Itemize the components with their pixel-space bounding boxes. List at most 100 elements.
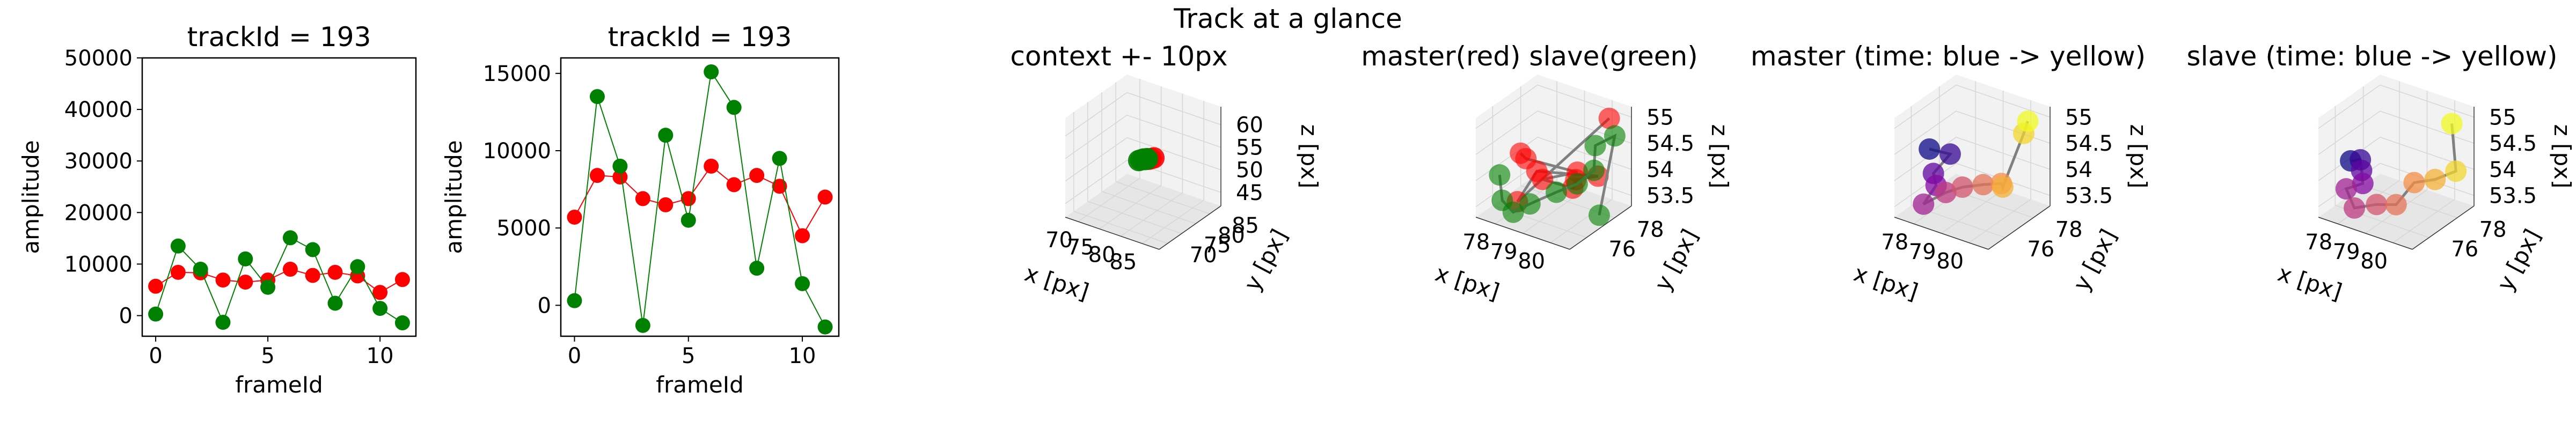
z-tick-label: 60 [1236,113,1263,138]
slave-point [1545,181,1567,203]
z-tick-label: 55 [2489,105,2516,130]
master-point [1939,143,1961,165]
data-point [795,276,810,291]
slave-point [1583,159,1605,181]
slave-point [1489,164,1511,186]
slave-point [1566,173,1588,195]
series-line [155,237,403,324]
y-tick-label: 50000 [64,46,133,71]
data-point [704,158,719,174]
z-tick-label: 53.5 [2489,184,2537,209]
z-tick-label: 55 [1236,136,1263,160]
grid-line [2334,106,2429,238]
x-axis-line [1894,217,1989,250]
data-point [589,89,605,105]
y-tick-label: 78 [1637,217,1664,242]
data-point [372,285,388,300]
data-point [215,272,231,288]
data-point [589,168,605,183]
slave-point [2344,197,2366,219]
y-tick-label: 78 [2055,217,2083,242]
y-tick-label: 76 [2451,237,2478,262]
data-point [612,169,628,185]
data-point [305,242,320,257]
data-point [394,272,410,287]
data-point [170,264,186,280]
data-point [238,251,253,267]
data-layer [2335,113,2467,219]
data-point [704,64,719,79]
slave-point [1588,204,1610,226]
y-axis-line [1159,205,1221,250]
slave-point [2445,160,2467,182]
y-tick-label: 0 [538,293,551,318]
data-point [282,230,298,246]
grid-line [1475,110,1632,155]
z-tick-label: 55 [2065,105,2092,130]
data-point [372,301,388,316]
data-point [327,295,343,311]
z-tick-label: 53.5 [1646,184,1694,209]
y-axis-line [1988,205,2051,250]
x-tick-label: 80 [1936,249,1964,273]
line-chart-1: trackId = 193 0 5 10 0 10000 20000 30000 40000 50… [18,21,417,398]
x-tick-label: 79 [2333,240,2360,264]
back-pane [1127,75,1221,206]
data-point [658,128,674,143]
master-point [2017,110,2039,132]
y-tick-label: 70 [1190,243,1217,268]
z-tick-label: 54 [2065,158,2092,182]
data-point [749,168,765,183]
data-point [795,228,810,243]
x-tick-label: 0 [568,344,581,368]
x-axis-line [1065,217,1160,250]
x-tick-label: 70 [1045,228,1073,253]
plot-frame [141,57,417,337]
x-tick-label: 78 [1881,230,1908,255]
series-2 [148,230,410,331]
data-point [680,212,696,228]
series-line [574,70,826,328]
data-point [282,262,298,277]
slave-point [2424,168,2446,190]
y-tick-label: 10000 [64,252,133,277]
master-point [1992,176,2014,198]
x-axis-label: frameId [656,372,744,398]
grid-line [1087,102,1182,234]
grid-line [1911,106,2006,238]
slave-point [2366,194,2388,216]
grid-line [2318,84,2475,129]
z-axis-label: z [px] [2125,124,2151,189]
x-tick-label: 10 [367,344,394,368]
series-1 [567,158,833,243]
grid-line [2318,110,2475,155]
grid-line [2365,91,2428,234]
plot-frame [560,57,840,337]
data-point [260,279,276,295]
data-point [817,319,833,335]
x-axis-label: x [px] [1432,260,1503,305]
z-tick-label: 53.5 [2065,184,2113,209]
data-point [772,179,787,194]
z-tick-label: 54 [2489,158,2516,182]
z-tick-label: 54.5 [1646,131,1694,156]
x-tick-label: 85 [1109,250,1137,275]
y-axis-label: amplitude [18,140,44,254]
x-tick-label: 10 [789,344,816,368]
grid-line [1475,84,1632,129]
data-point [772,151,787,166]
data-point [305,268,320,283]
grid-line [1894,84,2051,129]
data-point [658,197,674,212]
grid-line [1065,159,1221,204]
slave-point [2352,173,2374,195]
data-point [817,189,833,205]
grid-line [1073,112,1168,244]
y-tick-label: 85 [1232,213,1259,238]
data-point [215,315,231,330]
z-axis-label: z [px] [1296,124,1322,189]
master-point [1598,107,1620,129]
master-point [1913,193,1935,215]
